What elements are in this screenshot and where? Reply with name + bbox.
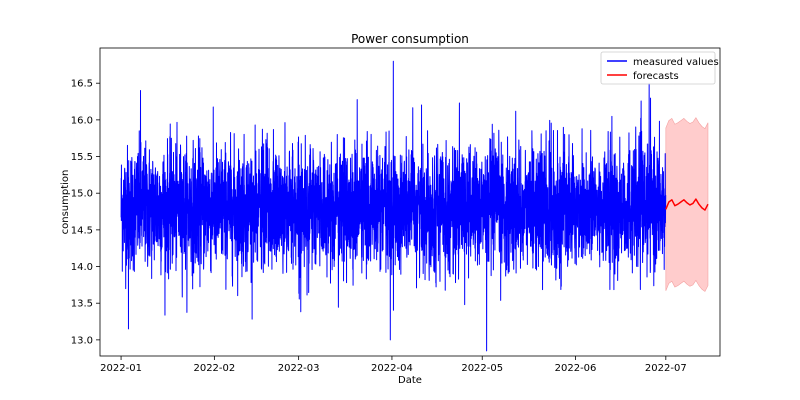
legend-measured-label: measured values xyxy=(633,57,719,68)
y-tick-label: 16.5 xyxy=(71,79,93,90)
x-tick-label: 2022-07 xyxy=(645,363,687,374)
x-tick-label: 2022-04 xyxy=(371,363,413,374)
y-tick-label: 15.5 xyxy=(71,152,93,163)
forecast-band-layer xyxy=(665,117,709,292)
forecast-series xyxy=(665,198,709,211)
y-tick-label: 16.0 xyxy=(71,115,93,126)
y-tick-label: 13.5 xyxy=(71,299,93,310)
legend-forecast-label: forecasts xyxy=(633,71,679,82)
x-axis-label: Date xyxy=(398,375,422,386)
y-tick-label: 13.0 xyxy=(71,335,93,346)
plot-frame xyxy=(99,47,721,357)
x-tick-label: 2022-05 xyxy=(461,363,503,374)
x-tick-label: 2022-02 xyxy=(193,363,235,374)
forecast-line xyxy=(665,198,709,211)
x-axis: 2022-01 2022-02 2022-03 2022-04 2022-05 2022-… xyxy=(100,356,687,374)
y-axis-label: consumption xyxy=(60,170,71,235)
y-axis: 13.0 13.5 14.0 14.5 15.0 15.5 16.0 16.5 xyxy=(71,79,100,346)
chart-title: Power consumption xyxy=(351,32,469,46)
x-tick-label: 2022-03 xyxy=(278,363,320,374)
x-tick-label: 2022-06 xyxy=(555,363,597,374)
measured-values-line xyxy=(120,60,667,352)
legend-box xyxy=(600,51,716,85)
measured-series xyxy=(120,60,667,352)
x-tick-label: 2022-01 xyxy=(100,363,142,374)
legend: measured values forecasts xyxy=(600,51,719,85)
y-tick-label: 14.5 xyxy=(71,225,93,236)
y-tick-label: 14.0 xyxy=(71,262,93,273)
y-tick-label: 15.0 xyxy=(71,189,93,200)
forecast-confidence-band xyxy=(665,117,709,292)
